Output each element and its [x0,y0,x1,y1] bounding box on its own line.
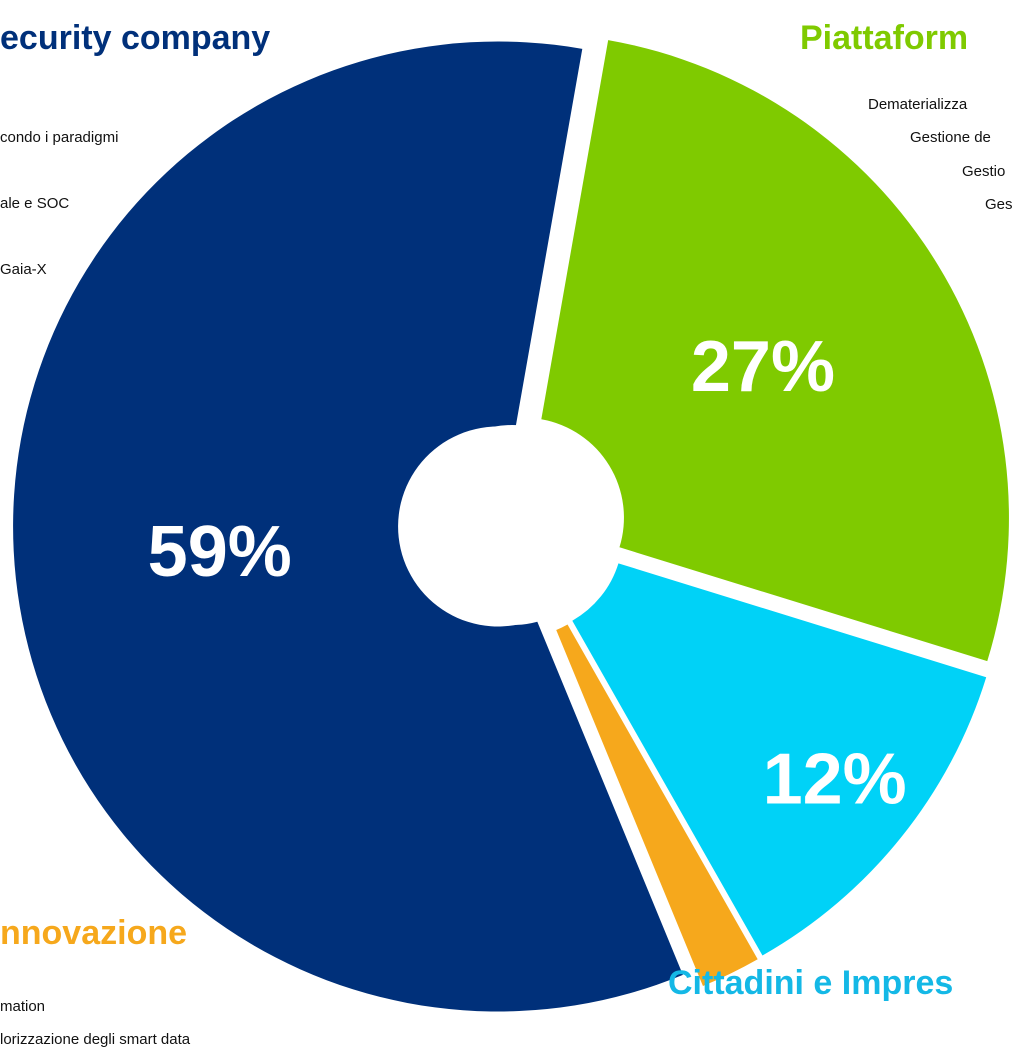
category-title: Cittadini e Impres [668,964,953,1002]
percent-label: 27% [691,327,835,407]
category-title: nnovazione [0,914,187,952]
slice [13,41,683,1012]
category-description: condo i paradigmi [0,129,118,146]
donut-hole [412,425,612,625]
category-description: mation [0,998,45,1015]
category-description: Gestione de [910,129,991,146]
category-description: ale e SOC [0,195,69,212]
slice [541,40,1009,662]
percent-label: 59% [148,512,292,592]
category-description: lorizzazione degli smart data [0,1031,191,1048]
category-description: Ges [985,196,1013,213]
category-title: Piattaform [800,19,968,57]
category-title: ecurity company [0,19,270,57]
category-description: Dematerializza [868,96,968,113]
slice [556,624,758,986]
category-description: Gaia-X [0,261,47,278]
slice [572,563,987,956]
category-description: Gestio [962,163,1005,180]
percent-label: 12% [763,739,907,819]
